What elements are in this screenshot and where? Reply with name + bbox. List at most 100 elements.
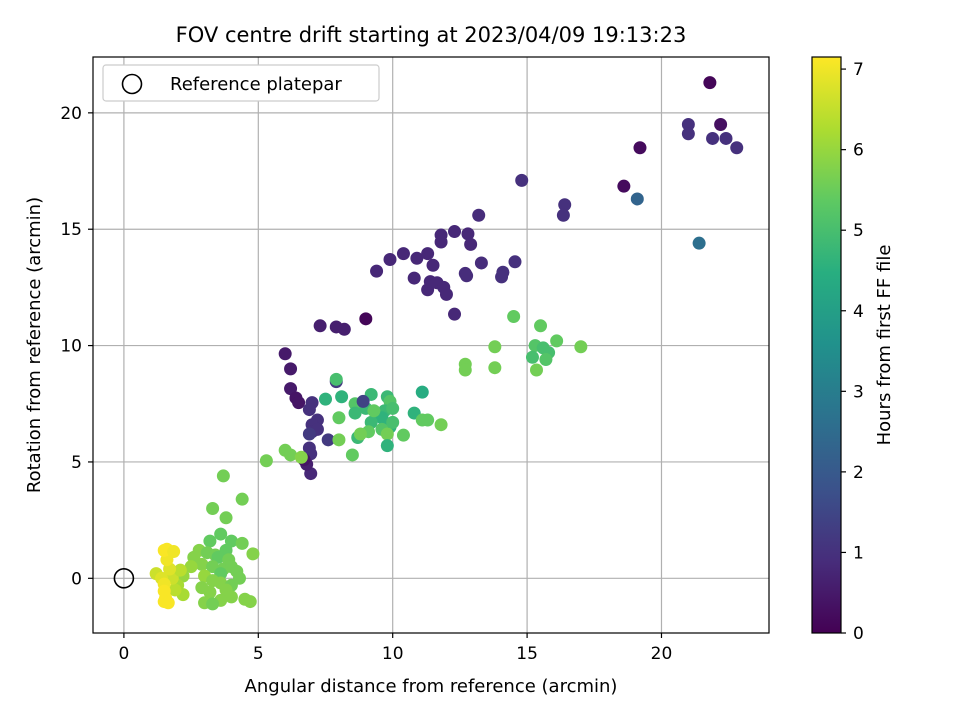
data-point xyxy=(319,392,333,406)
data-point xyxy=(488,361,502,375)
data-point xyxy=(574,340,588,354)
data-point xyxy=(681,117,695,131)
data-point xyxy=(439,287,453,301)
data-point xyxy=(386,401,400,415)
colorbar-tick-label: 4 xyxy=(853,302,864,322)
data-point xyxy=(460,269,474,283)
legend-box xyxy=(102,64,380,102)
data-point xyxy=(206,501,220,515)
data-point xyxy=(259,454,273,468)
data-point xyxy=(302,403,316,417)
data-point xyxy=(278,347,292,361)
data-point xyxy=(243,595,257,609)
x-tick-label: 20 xyxy=(651,644,673,664)
data-point xyxy=(529,363,543,377)
y-tick-label: 20 xyxy=(60,104,82,124)
data-point xyxy=(292,396,306,410)
data-point xyxy=(507,309,521,323)
colorbar-tick-label: 2 xyxy=(853,463,864,483)
data-point xyxy=(458,363,472,377)
data-point xyxy=(407,271,421,285)
data-point xyxy=(203,534,217,548)
data-point xyxy=(367,404,381,418)
x-axis-ticks: 0 5 10 15 20 xyxy=(118,633,672,664)
data-point xyxy=(633,141,647,155)
data-point xyxy=(692,236,706,250)
colorbar-ticks: 0 1 2 3 4 5 6 7 xyxy=(841,60,864,644)
chart-title: FOV centre drift starting at 2023/04/09 … xyxy=(176,23,687,47)
data-point xyxy=(284,362,298,376)
x-tick-label: 10 xyxy=(382,644,404,664)
data-point xyxy=(730,141,744,155)
data-point xyxy=(335,390,349,404)
data-point xyxy=(294,450,308,464)
y-tick-label: 0 xyxy=(71,569,82,589)
data-point xyxy=(206,597,220,611)
data-point xyxy=(332,433,346,447)
colorbar-tick-label: 5 xyxy=(853,221,864,241)
colorbar-tick-label: 7 xyxy=(853,60,864,80)
data-point xyxy=(224,590,238,604)
data-point xyxy=(461,227,475,241)
legend: Reference platepar xyxy=(102,64,380,102)
data-point xyxy=(161,596,175,610)
colorbar-label: Hours from first FF file xyxy=(874,245,895,446)
colorbar xyxy=(811,56,842,634)
data-point xyxy=(337,322,351,336)
data-point xyxy=(714,117,728,131)
data-point xyxy=(313,319,327,333)
data-point xyxy=(168,583,182,597)
data-point xyxy=(167,545,181,559)
data-point xyxy=(556,208,570,222)
legend-entry: Reference platepar xyxy=(170,74,342,95)
data-point xyxy=(539,353,553,367)
data-point xyxy=(495,270,509,284)
scatter-points xyxy=(149,76,744,611)
data-point xyxy=(421,247,435,261)
colorbar-tick-label: 1 xyxy=(853,543,864,563)
data-point xyxy=(302,427,316,441)
data-point xyxy=(421,413,435,427)
data-point xyxy=(630,192,644,206)
x-axis-label: Angular distance from reference (arcmin) xyxy=(245,676,618,697)
data-point xyxy=(232,571,246,585)
data-point xyxy=(348,406,362,420)
legend-reference-marker xyxy=(121,73,143,95)
data-point xyxy=(396,428,410,442)
data-point xyxy=(386,415,400,429)
data-point xyxy=(415,385,429,399)
y-tick-label: 15 xyxy=(60,220,82,240)
data-point xyxy=(534,319,548,333)
data-point xyxy=(370,264,384,278)
data-point xyxy=(508,255,522,269)
data-point xyxy=(396,247,410,261)
colorbar-tick-label: 0 xyxy=(853,624,864,644)
data-point xyxy=(214,527,228,541)
y-tick-label: 5 xyxy=(71,453,82,473)
data-point xyxy=(525,350,539,364)
data-point xyxy=(488,340,502,354)
data-point xyxy=(706,131,720,145)
colorbar-tick-label: 3 xyxy=(853,382,864,402)
x-tick-label: 5 xyxy=(253,644,264,664)
data-point xyxy=(617,179,631,193)
data-point xyxy=(219,511,233,525)
data-point xyxy=(173,563,187,577)
data-point xyxy=(235,492,249,506)
data-point xyxy=(195,581,209,595)
data-point xyxy=(246,547,260,561)
y-tick-label: 10 xyxy=(60,337,82,357)
data-point xyxy=(464,237,478,251)
data-point xyxy=(356,394,370,408)
data-point xyxy=(380,427,394,441)
data-point xyxy=(550,334,564,348)
data-point xyxy=(558,198,572,212)
data-point xyxy=(329,372,343,386)
data-point xyxy=(284,448,298,462)
data-point xyxy=(359,312,373,326)
data-point xyxy=(681,127,695,141)
data-point xyxy=(410,251,424,265)
reference-marker xyxy=(113,568,135,589)
data-point xyxy=(332,411,346,425)
